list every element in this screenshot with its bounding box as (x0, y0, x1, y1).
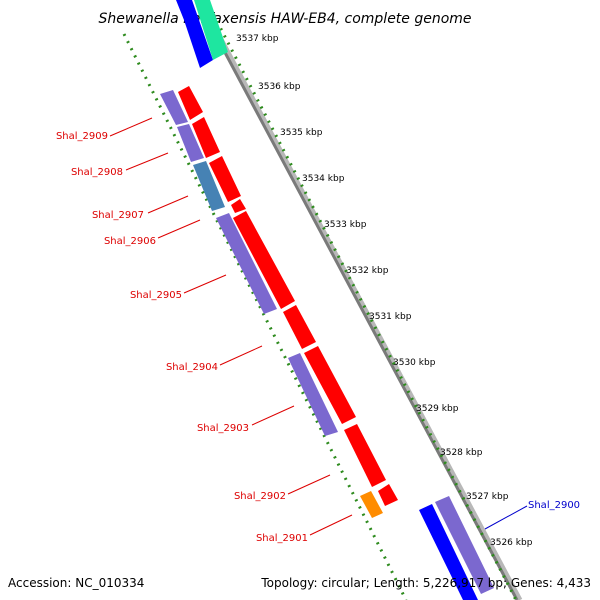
cds-red-6 (344, 424, 386, 487)
tick-label: 3527 kbp (466, 492, 509, 502)
cds-shal-2905 (216, 213, 277, 314)
cds-blue-bottom (419, 504, 478, 600)
backbone-line (195, 0, 519, 600)
gene-label: Shal_2902 (234, 491, 286, 502)
cds-shal-2901 (360, 491, 383, 518)
cds-shal-2906 (231, 199, 246, 213)
gene-label: Shal_2906 (104, 236, 156, 247)
connector-shal-2906 (157, 219, 201, 239)
cds-shal-2900 (435, 496, 494, 594)
scale-ticks: 3537 kbp 3536 kbp 3535 kbp 3534 kbp 3533… (236, 34, 533, 548)
cds-shal-2909 (160, 90, 188, 125)
reverse-strand-cds (160, 90, 383, 518)
tick-label: 3529 kbp (416, 404, 459, 414)
label-connectors (109, 117, 528, 536)
gene-labels: Shal_2909 Shal_2908 Shal_2907 Shal_2906 … (56, 131, 580, 544)
tick-label: 3532 kbp (346, 266, 389, 276)
tick-label: 3528 kbp (440, 448, 483, 458)
connector-shal-2900 (484, 505, 528, 530)
outer-tick-track (204, 0, 518, 600)
cds-shal-2902 (378, 484, 398, 506)
connector-shal-2909 (109, 117, 153, 137)
tick-label: 3526 kbp (490, 538, 533, 548)
tick-label: 3533 kbp (324, 220, 367, 230)
connector-shal-2905 (183, 274, 227, 294)
cds-red-3 (209, 156, 241, 202)
forward-strand-cds (178, 86, 398, 506)
gene-label: Shal_2900 (528, 500, 580, 511)
cds-shal-2903 (288, 353, 338, 436)
cds-shal-2904 (283, 305, 316, 349)
gene-label: Shal_2905 (130, 290, 182, 301)
connector-shal-2903 (251, 405, 295, 426)
gene-label: Shal_2909 (56, 131, 108, 142)
gene-label: Shal_2907 (92, 210, 144, 221)
cds-red-5 (304, 346, 356, 424)
tick-label: 3537 kbp (236, 34, 279, 44)
tick-label: 3530 kbp (393, 358, 436, 368)
cds-teal-top (194, 0, 228, 60)
cds-shal-2908 (177, 124, 204, 162)
connector-shal-2902 (287, 474, 331, 495)
bottom-genes (419, 496, 494, 600)
top-genes (176, 0, 228, 68)
tick-label: 3535 kbp (280, 128, 323, 138)
cds-shal-2907 (193, 161, 225, 211)
tick-label: 3534 kbp (302, 174, 345, 184)
gene-label: Shal_2904 (166, 362, 218, 373)
tick-label: 3536 kbp (258, 82, 301, 92)
connector-shal-2904 (219, 345, 263, 366)
map-title: Shewanella halifaxensis HAW-EB4, complet… (98, 11, 471, 27)
gene-label: Shal_2901 (256, 533, 308, 544)
cds-red-4 (233, 211, 295, 309)
cds-blue-top (176, 0, 213, 68)
connector-shal-2908 (125, 152, 169, 171)
tick-label: 3531 kbp (369, 312, 412, 322)
inner-tick-track (122, 33, 408, 600)
topology-text: Topology: circular; Length: 5,226,917 bp… (260, 576, 591, 590)
accession-text: Accession: NC_010334 (8, 576, 144, 590)
gene-label: Shal_2908 (71, 167, 123, 178)
connector-shal-2901 (309, 514, 353, 536)
connector-shal-2907 (147, 195, 189, 214)
gene-label: Shal_2903 (197, 423, 249, 434)
cds-red-1 (178, 86, 203, 120)
cds-red-2 (192, 117, 220, 158)
